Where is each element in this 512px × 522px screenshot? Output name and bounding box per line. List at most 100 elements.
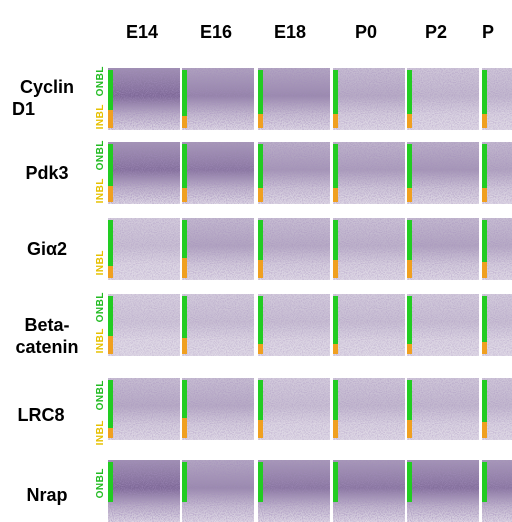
onbl-marker-bar: [407, 462, 412, 502]
micrograph-tile: [182, 460, 254, 522]
row-label-line1: Giα2: [26, 239, 68, 259]
onbl-marker-bar: [258, 220, 263, 260]
onbl-marker-bar: [482, 296, 487, 342]
tissue-texture: [258, 218, 330, 280]
tissue-texture: [108, 378, 180, 440]
inbl-marker-bar: [407, 420, 412, 438]
tissue-texture: [482, 142, 512, 204]
tissue-texture: [482, 294, 512, 356]
row-label-beta-catenin: Beta- catenin: [0, 314, 102, 358]
micrograph-tile: [333, 378, 405, 440]
inbl-marker-bar: [182, 116, 187, 128]
micrograph-tile: [407, 460, 479, 522]
row-label-line2: D1: [12, 99, 36, 119]
tissue-texture: [407, 378, 479, 440]
micrograph-tile: [482, 378, 512, 440]
micrograph-tile: [108, 142, 180, 204]
tissue-texture: [258, 378, 330, 440]
inbl-marker-bar: [258, 260, 263, 278]
onbl-marker-bar: [182, 462, 187, 502]
onbl-marker-bar: [407, 380, 412, 420]
tissue-texture: [482, 378, 512, 440]
layer-label-onbl-row5: ONBL: [95, 380, 106, 411]
tissue-texture: [407, 218, 479, 280]
onbl-marker-bar: [108, 144, 113, 186]
inbl-marker-bar: [182, 418, 187, 438]
onbl-marker-bar: [108, 220, 113, 266]
inbl-marker-bar: [258, 188, 263, 202]
inbl-marker-bar: [182, 338, 187, 354]
row-label-line1: LRC8: [17, 405, 65, 425]
inbl-marker-bar: [407, 260, 412, 278]
tissue-texture: [258, 294, 330, 356]
micrograph-tile: [482, 68, 512, 130]
micrograph-tile: [407, 68, 479, 130]
micrograph-tile: [407, 218, 479, 280]
micrograph-tile: [182, 68, 254, 130]
inbl-marker-bar: [333, 344, 338, 354]
tissue-texture: [407, 460, 479, 522]
micrograph-tile: [258, 218, 330, 280]
inbl-marker-bar: [333, 420, 338, 438]
tissue-texture: [482, 68, 512, 130]
inbl-marker-bar: [108, 428, 113, 438]
micrograph-tile: [482, 218, 512, 280]
micrograph-tile: [108, 294, 180, 356]
tissue-texture: [258, 142, 330, 204]
inbl-marker-bar: [182, 188, 187, 202]
inbl-marker-bar: [333, 114, 338, 128]
onbl-marker-bar: [482, 462, 487, 502]
micrograph-tile: [333, 68, 405, 130]
onbl-marker-bar: [333, 70, 338, 114]
micrograph-tile: [108, 378, 180, 440]
micrograph-tile: [258, 68, 330, 130]
row-label-line2: catenin: [15, 337, 79, 357]
onbl-marker-bar: [108, 70, 113, 110]
micrograph-tile: [333, 218, 405, 280]
tissue-texture: [333, 142, 405, 204]
onbl-marker-bar: [258, 70, 263, 114]
inbl-marker-bar: [333, 260, 338, 278]
micrograph-tile: [333, 460, 405, 522]
tissue-texture: [108, 294, 180, 356]
onbl-marker-bar: [182, 220, 187, 258]
row-label-pdk3: Pdk3: [0, 162, 102, 184]
micrograph-tile: [108, 68, 180, 130]
micrograph-tile: [182, 378, 254, 440]
micrograph-tile: [482, 294, 512, 356]
row-label-cyclin-d1: Cyclin D1: [0, 76, 102, 120]
onbl-marker-bar: [182, 144, 187, 188]
inbl-marker-bar: [482, 342, 487, 354]
tissue-texture: [258, 460, 330, 522]
column-header-e18: E18: [273, 22, 307, 42]
row-label-nrap: Nrap: [0, 484, 102, 506]
micrograph-tile: [407, 378, 479, 440]
inbl-marker-bar: [333, 188, 338, 202]
tissue-texture: [182, 460, 254, 522]
layer-label-inbl-row1: INBL: [95, 104, 106, 130]
inbl-marker-bar: [258, 344, 263, 354]
tissue-texture: [333, 378, 405, 440]
onbl-marker-bar: [482, 220, 487, 262]
onbl-marker-bar: [482, 380, 487, 422]
onbl-marker-bar: [333, 462, 338, 502]
layer-label-inbl-row2: INBL: [95, 178, 106, 204]
tissue-texture: [333, 294, 405, 356]
onbl-marker-bar: [482, 144, 487, 188]
onbl-marker-bar: [258, 380, 263, 420]
inbl-marker-bar: [407, 114, 412, 128]
micrograph-tile: [333, 294, 405, 356]
inbl-marker-bar: [258, 114, 263, 128]
onbl-marker-bar: [108, 296, 113, 336]
onbl-marker-bar: [407, 296, 412, 344]
column-header-p2: P2: [424, 22, 448, 42]
inbl-marker-bar: [482, 114, 487, 128]
onbl-marker-bar: [258, 296, 263, 344]
inbl-marker-bar: [258, 420, 263, 438]
inbl-marker-bar: [108, 186, 113, 202]
micrograph-tile: [482, 142, 512, 204]
tissue-texture: [407, 142, 479, 204]
inbl-marker-bar: [108, 266, 113, 278]
row-label-lrc8: LRC8: [0, 404, 96, 426]
onbl-marker-bar: [108, 462, 113, 502]
